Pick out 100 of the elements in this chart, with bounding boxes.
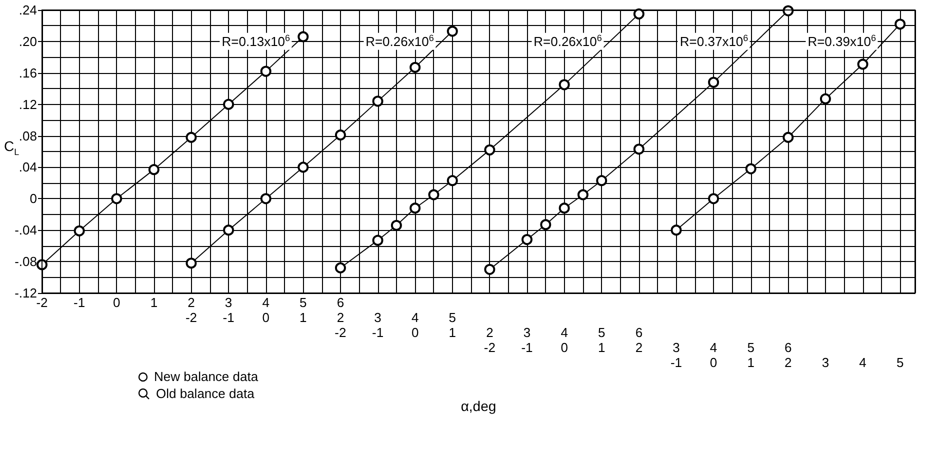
point: [428, 189, 440, 200]
x-tick-label: 5: [598, 325, 606, 340]
x-tick-label: 2: [784, 355, 792, 370]
y-tick-label: -.08: [14, 254, 37, 270]
point: [894, 18, 906, 30]
point: [410, 62, 421, 73]
y-tick-label: .16: [18, 65, 37, 80]
point: [298, 31, 309, 42]
series-label: R=0.37x10$^{6}$: [678, 33, 750, 50]
point: [223, 98, 234, 110]
x-tick-label: 6: [784, 340, 792, 355]
x-tick-label: 5: [448, 310, 456, 325]
x-tick-label: 5: [300, 295, 307, 310]
point: [484, 144, 496, 156]
point: [223, 224, 234, 236]
point: [334, 129, 346, 140]
series-label: R=0.26x10$^{6}$: [532, 33, 604, 50]
x-tick-label: 0: [113, 295, 120, 310]
y-tick-label: .24: [18, 2, 37, 18]
point: [558, 202, 570, 214]
point: [577, 189, 588, 200]
x-tick-label: 0: [411, 325, 419, 340]
point: [857, 58, 868, 70]
x-tick-label: -1: [372, 325, 384, 340]
point: [633, 144, 644, 155]
point: [186, 132, 197, 143]
x-tick-label: 1: [300, 310, 307, 325]
point: [260, 66, 272, 77]
series-label: R=0.26x10$^{6}$: [364, 33, 436, 50]
y-tick-label: .20: [18, 34, 37, 49]
x-tick-label: 6: [635, 325, 643, 340]
point: [708, 76, 720, 88]
x-tick-label: -2: [334, 325, 346, 340]
x-tick-label: 0: [262, 310, 270, 325]
point: [334, 262, 346, 274]
text: New balance data: [154, 368, 258, 385]
x-tick-label: -1: [521, 340, 533, 355]
point: [260, 193, 272, 204]
point: [186, 258, 197, 269]
x-tick-label: 2: [188, 295, 195, 310]
point: [820, 93, 831, 104]
x-tick-label: -2: [484, 340, 496, 355]
point: [36, 259, 48, 270]
y-tick-label: 0: [30, 191, 37, 206]
x-tick-label: 6: [336, 295, 344, 310]
x-tick-label: 4: [560, 325, 568, 340]
x-tick-label: -2: [185, 310, 198, 325]
point: [446, 26, 458, 37]
point: [782, 132, 794, 143]
y-tick-label: .08: [18, 128, 37, 144]
x-tick-label: -1: [222, 310, 234, 325]
x-tick-label: -1: [670, 355, 682, 370]
x-tick-label: 1: [150, 295, 158, 310]
x-tick-label: 2: [486, 325, 494, 340]
point: [558, 79, 570, 90]
series-label: R=0.39x10$^{6}$: [806, 33, 878, 50]
x-tick-label: 4: [411, 310, 419, 325]
x-tick-label: -1: [74, 295, 86, 310]
point: [670, 224, 682, 236]
x-tick-label: 1: [448, 325, 456, 340]
series-label: R=0.13x10$^{6}$: [220, 33, 292, 50]
x-tick-label: 3: [224, 295, 232, 310]
y-tick-label: .12: [18, 96, 37, 112]
x-tick-label: 1: [598, 340, 606, 355]
point: [596, 175, 608, 186]
x-tick-label: 5: [896, 355, 904, 370]
point: [446, 175, 458, 186]
x-tick-label: 4: [710, 340, 718, 355]
x-tick-label: -2: [36, 295, 48, 310]
x-tick-label: 2: [336, 310, 344, 325]
x-tick-label: 0: [710, 355, 718, 370]
point: [111, 193, 122, 204]
point: [298, 162, 309, 173]
x-tick-label: 0: [560, 340, 568, 355]
point: [633, 8, 644, 20]
y-tick-label: -.12: [14, 286, 37, 300]
x-tick-label: 3: [523, 325, 531, 340]
y-axis-title: C$_{L}$: [4, 138, 20, 157]
point: [148, 164, 160, 176]
point: [390, 220, 402, 231]
x-tick-label: 1: [747, 355, 754, 370]
point: [708, 193, 720, 204]
x-tick-label: 3: [822, 355, 830, 370]
text: Old balance data: [156, 385, 254, 402]
x-tick-label: 3: [672, 340, 680, 355]
point: [745, 163, 756, 174]
point: [74, 225, 85, 236]
y-tick-label: -.04: [14, 222, 37, 238]
point: [540, 219, 552, 230]
y-tick-label: .04: [18, 160, 37, 175]
point: [484, 264, 496, 275]
x-tick-label: 5: [747, 340, 754, 355]
x-tick-label: 4: [859, 355, 866, 370]
x-axis-title: α,deg: [460, 398, 496, 414]
point: [410, 202, 421, 214]
point: [372, 234, 384, 246]
x-tick-label: 2: [635, 340, 643, 355]
point: [522, 234, 532, 246]
point: [372, 96, 384, 107]
x-tick-label: 3: [374, 310, 382, 325]
